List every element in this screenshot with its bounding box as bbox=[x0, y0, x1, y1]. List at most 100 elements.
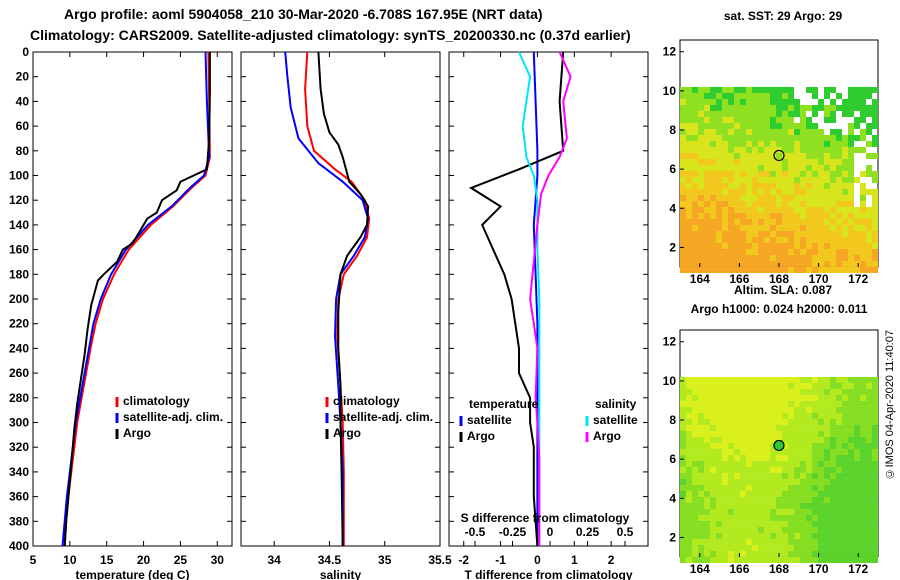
map-cell bbox=[836, 388, 842, 395]
map-cell bbox=[728, 490, 734, 497]
map-cell bbox=[836, 254, 842, 261]
map-cell bbox=[740, 544, 746, 551]
map-cell bbox=[764, 532, 770, 539]
map-cell bbox=[854, 230, 860, 237]
map-cell bbox=[686, 116, 692, 123]
map-cell bbox=[764, 98, 770, 105]
map-cell bbox=[866, 110, 872, 117]
map-cell bbox=[698, 538, 704, 545]
map-cell bbox=[710, 382, 716, 389]
map-cell bbox=[734, 242, 740, 249]
map-cell bbox=[746, 236, 752, 243]
map-cell bbox=[692, 164, 698, 171]
map-cell bbox=[812, 176, 818, 183]
map-cell bbox=[830, 508, 836, 515]
title-line-2: Climatology: CARS2009. Satellite-adjuste… bbox=[30, 27, 631, 43]
map-cell bbox=[824, 146, 830, 153]
map-cell bbox=[758, 254, 764, 261]
map-cell bbox=[872, 206, 878, 213]
map-cell bbox=[866, 508, 872, 515]
x-tick-label: 2 bbox=[608, 553, 615, 567]
map-cell bbox=[770, 206, 776, 213]
map-cell bbox=[812, 526, 818, 533]
map-cell bbox=[728, 98, 734, 105]
map-cell bbox=[764, 472, 770, 479]
map-cell bbox=[728, 436, 734, 443]
map-cell bbox=[764, 382, 770, 389]
map-cell bbox=[692, 502, 698, 509]
map-cell bbox=[698, 508, 704, 515]
map-cell bbox=[728, 110, 734, 117]
map-cell bbox=[848, 466, 854, 473]
map-cell bbox=[710, 164, 716, 171]
map-cell bbox=[692, 236, 698, 243]
map-cell bbox=[764, 502, 770, 509]
map-cell bbox=[836, 212, 842, 219]
map-cell bbox=[704, 406, 710, 413]
map-cell bbox=[824, 140, 830, 147]
map-cell bbox=[800, 526, 806, 533]
map-subtitle: Argo h1000: 0.024 h2000: 0.011 bbox=[691, 302, 868, 316]
map-cell bbox=[716, 170, 722, 177]
map-cell bbox=[716, 484, 722, 491]
map-cell bbox=[776, 514, 782, 521]
map-cell bbox=[800, 460, 806, 467]
map-cell bbox=[854, 502, 860, 509]
map-cell bbox=[758, 146, 764, 153]
map-cell bbox=[836, 152, 842, 159]
map-cell bbox=[812, 110, 818, 117]
map-cell bbox=[752, 520, 758, 527]
map-cell bbox=[842, 430, 848, 437]
map-cell bbox=[848, 448, 854, 455]
map-cell bbox=[866, 206, 872, 213]
map-cell bbox=[872, 484, 878, 491]
map-cell bbox=[830, 128, 836, 135]
map-cell bbox=[866, 472, 872, 479]
map-cell bbox=[842, 260, 848, 267]
x-tick-label: 5 bbox=[30, 553, 37, 567]
map-cell bbox=[752, 442, 758, 449]
map-cell bbox=[752, 128, 758, 135]
map-cell bbox=[836, 194, 842, 201]
map-cell bbox=[854, 122, 860, 129]
map-cell bbox=[860, 454, 866, 461]
map-cell bbox=[836, 158, 842, 165]
map-cell bbox=[770, 424, 776, 431]
map-cell bbox=[740, 502, 746, 509]
map-cell bbox=[680, 460, 686, 467]
map-cell bbox=[698, 448, 704, 455]
map-cell bbox=[692, 200, 698, 207]
map-cell bbox=[842, 266, 848, 273]
map-cell bbox=[854, 418, 860, 425]
map-cell bbox=[698, 394, 704, 401]
map-cell bbox=[782, 110, 788, 117]
map-cell bbox=[752, 182, 758, 189]
map-cell bbox=[794, 382, 800, 389]
map-cell bbox=[704, 254, 710, 261]
map-cell bbox=[680, 212, 686, 219]
x-tick-label: 25 bbox=[174, 553, 188, 567]
map-cell bbox=[812, 460, 818, 467]
map-cell bbox=[860, 116, 866, 123]
map-cell bbox=[848, 508, 854, 515]
map-cell bbox=[746, 104, 752, 111]
map-cell bbox=[746, 538, 752, 545]
map-cell bbox=[788, 436, 794, 443]
map-cell bbox=[824, 266, 830, 273]
map-cell bbox=[722, 514, 728, 521]
map-cell bbox=[722, 164, 728, 171]
map-cell bbox=[740, 448, 746, 455]
map-cell bbox=[698, 514, 704, 521]
map-cell bbox=[692, 194, 698, 201]
map-cell bbox=[872, 478, 878, 485]
map-cell bbox=[698, 442, 704, 449]
map-cell bbox=[824, 424, 830, 431]
map-cell bbox=[710, 394, 716, 401]
map-cell bbox=[698, 484, 704, 491]
map-cell bbox=[794, 230, 800, 237]
map-cell bbox=[692, 140, 698, 147]
map-cell bbox=[770, 188, 776, 195]
map-cell bbox=[764, 430, 770, 437]
map-cell bbox=[734, 472, 740, 479]
map-cell bbox=[746, 442, 752, 449]
